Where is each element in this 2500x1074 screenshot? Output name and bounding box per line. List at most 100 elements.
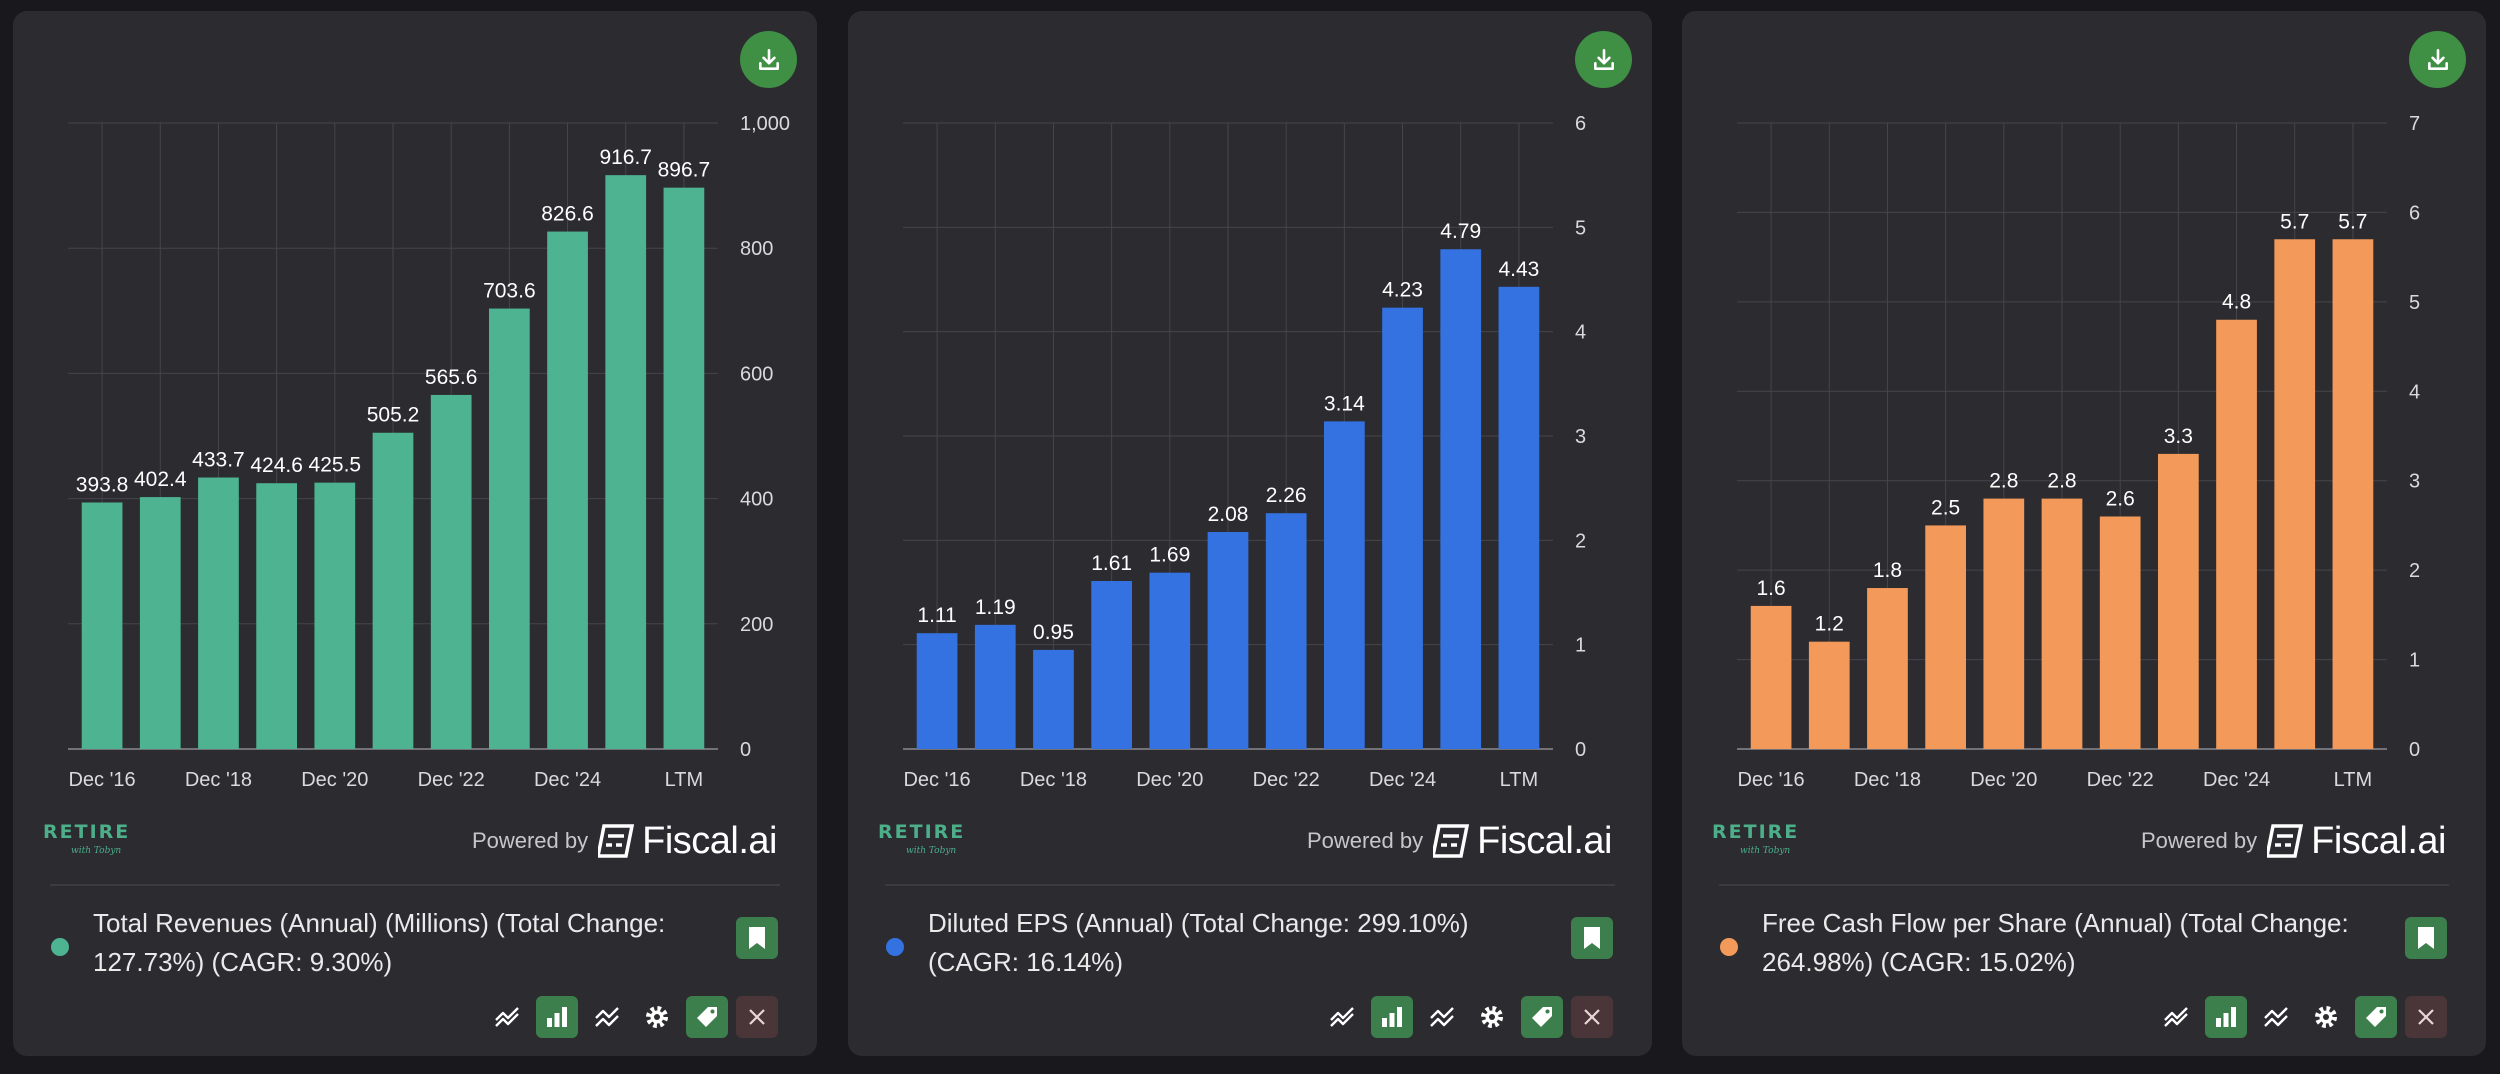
x-tick-label: Dec '20: [1136, 769, 1203, 791]
bar: [2216, 319, 2257, 749]
tag-button[interactable]: [686, 996, 728, 1038]
x-tick-label: Dec '16: [1737, 769, 1804, 791]
bar-value-label: 826.6: [541, 203, 594, 226]
y-tick-label: 4: [1575, 322, 1586, 344]
bar: [372, 432, 414, 749]
powered-by[interactable]: Powered by Fiscal.ai: [2140, 820, 2447, 862]
bar-value-label: 1.61: [1091, 552, 1132, 575]
gear-icon: [646, 1006, 668, 1028]
download-button[interactable]: [1575, 31, 1632, 88]
x-tick-label: Dec '20: [1970, 769, 2037, 791]
area-chart-icon: [2264, 1007, 2288, 1027]
bookmark-button[interactable]: [2405, 917, 2447, 959]
bar: [1440, 249, 1482, 749]
settings-button[interactable]: [1471, 996, 1513, 1038]
fiscal-logo-icon: [598, 824, 635, 858]
bar: [1983, 498, 2025, 749]
divider: [50, 884, 780, 886]
x-tick-label: Dec '24: [1369, 769, 1436, 791]
y-tick-label: 1: [2409, 650, 2420, 672]
line-chart-button[interactable]: [2155, 996, 2197, 1038]
bar-chart-button[interactable]: [536, 996, 578, 1038]
fiscal-logo-icon: [2267, 824, 2304, 858]
powered-by-label: Powered by: [1306, 828, 1424, 853]
area-chart-button[interactable]: [1421, 996, 1463, 1038]
bar: [139, 497, 181, 749]
line-chart-icon: [2164, 1007, 2188, 1027]
x-tick-label: LTM: [665, 769, 704, 791]
fiscal-name: Fiscal.ai: [1477, 819, 1612, 862]
line-chart-icon: [495, 1007, 519, 1027]
y-tick-label: 6: [2409, 202, 2420, 224]
retire-logo: RETIRE: [878, 821, 966, 843]
retire-logo-subtitle: with Tobyn: [906, 846, 957, 856]
y-tick-label: 0: [740, 739, 751, 761]
bar-value-label: 2.8: [2047, 470, 2076, 493]
legend-dot: [886, 938, 904, 956]
bar: [1382, 307, 1423, 749]
legend-label: Free Cash Flow per Share (Annual) (Total…: [1762, 908, 2349, 977]
bar-value-label: 1.2: [1815, 613, 1844, 636]
bookmark-button[interactable]: [1571, 917, 1613, 959]
line-chart-button[interactable]: [1321, 996, 1363, 1038]
tag-button[interactable]: [1521, 996, 1563, 1038]
line-chart-button[interactable]: [486, 996, 528, 1038]
remove-button[interactable]: [736, 996, 778, 1038]
bar-value-label: 433.7: [192, 449, 245, 472]
y-tick-label: 200: [740, 614, 773, 636]
bar-chart: 0 1 2 3 4 5 6 1.11 1.19 0.95 1.61 1.69 2.08 2.26 3.14 4…: [903, 113, 1586, 791]
settings-button[interactable]: [636, 996, 678, 1038]
bar-value-label: 1.69: [1149, 544, 1190, 567]
tag-button[interactable]: [2355, 996, 2397, 1038]
settings-button[interactable]: [2305, 996, 2347, 1038]
bar-value-label: 565.6: [425, 366, 478, 389]
bar: [1207, 531, 1249, 749]
chart-toolbar: [1321, 996, 1613, 1038]
area-chart-button[interactable]: [2255, 996, 2297, 1038]
bar-value-label: 4.43: [1498, 258, 1539, 281]
retire-logo-subtitle: with Tobyn: [1740, 846, 1791, 856]
bar-value-label: 424.6: [250, 454, 303, 477]
powered-by-label: Powered by: [2140, 828, 2258, 853]
bar-value-label: 1.6: [1756, 577, 1785, 600]
bar-chart-button[interactable]: [1371, 996, 1413, 1038]
x-tick-label: Dec '18: [1020, 769, 1087, 791]
close-icon: [1584, 1009, 1600, 1025]
bar-value-label: 505.2: [367, 404, 420, 427]
download-button[interactable]: [2409, 31, 2466, 88]
bookmark-icon: [749, 927, 765, 949]
bar: [430, 394, 472, 749]
bar: [2274, 239, 2316, 749]
download-button[interactable]: [740, 31, 797, 88]
area-chart-button[interactable]: [586, 996, 628, 1038]
area-chart-icon: [595, 1007, 619, 1027]
download-icon: [758, 48, 779, 70]
bar-value-label: 703.6: [483, 280, 536, 303]
fiscal-logo-icon: [1433, 824, 1470, 858]
bar-value-label: 4.23: [1382, 279, 1423, 302]
tag-icon: [697, 1007, 717, 1027]
bar: [2099, 516, 2141, 749]
bar-value-label: 2.5: [1931, 496, 1960, 519]
bar-value-label: 0.95: [1033, 621, 1074, 644]
branding-row: RETIRE with Tobyn Powered by Fiscal.ai: [13, 811, 817, 871]
y-tick-label: 1,000: [740, 113, 790, 135]
bar: [916, 633, 958, 749]
bar: [974, 624, 1016, 749]
remove-button[interactable]: [2405, 996, 2447, 1038]
bar-chart-button[interactable]: [2205, 996, 2247, 1038]
y-tick-label: 3: [2409, 471, 2420, 493]
x-tick-label: Dec '22: [418, 769, 485, 791]
y-tick-label: 400: [740, 489, 773, 511]
bar: [314, 482, 356, 749]
bar: [1149, 572, 1191, 749]
powered-by[interactable]: Powered by Fiscal.ai: [472, 820, 778, 862]
bookmark-button[interactable]: [736, 917, 778, 959]
powered-by[interactable]: Powered by Fiscal.ai: [1306, 819, 1613, 862]
remove-button[interactable]: [1571, 996, 1613, 1038]
x-tick-label: Dec '18: [185, 769, 252, 791]
bar-value-label: 1.19: [975, 596, 1016, 619]
y-tick-label: 5: [2409, 292, 2420, 314]
bar-chart: 0 1 2 3 4 5 6 7 1.6 1.2 1.8 2.5 2.8 2.8 2.6 3.3 4.8 5.7 5.…: [1737, 113, 2420, 791]
x-tick-label: Dec '24: [534, 769, 601, 791]
